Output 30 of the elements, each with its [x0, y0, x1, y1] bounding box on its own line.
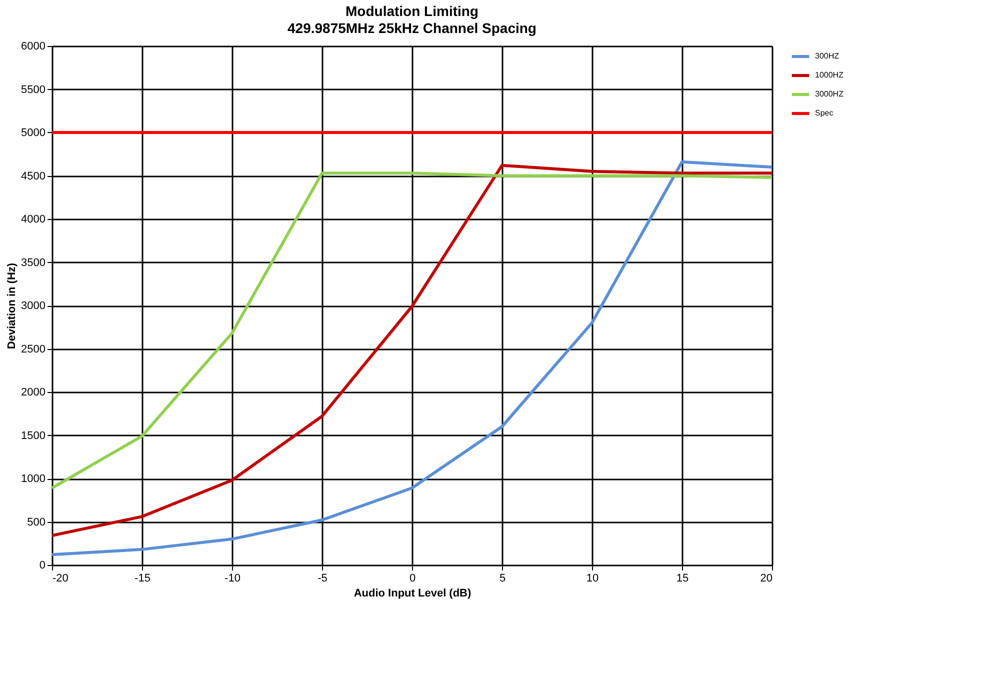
x-tick-label: -5 [318, 572, 328, 584]
y-tick-label: 0 [39, 560, 46, 572]
y-tick-label: 5000 [21, 127, 46, 139]
chart-subtitle: 429.9875MHz 25kHz Channel Spacing [288, 20, 536, 36]
legend-label: 1000HZ [815, 70, 844, 80]
y-tick-label: 500 [27, 516, 46, 528]
x-tick-label: 10 [586, 572, 599, 584]
x-tick-label: 0 [409, 572, 416, 584]
legend-label: 3000HZ [815, 90, 844, 98]
x-tick-label: 15 [676, 572, 689, 584]
x-tick-label: -10 [224, 572, 240, 584]
y-tick-label: 4500 [21, 170, 46, 182]
y-axis-title: Deviation in (Hz) [6, 262, 18, 350]
legend-label: 300HZ [815, 52, 840, 60]
y-tick-label: 1500 [21, 430, 46, 442]
x-tick-label: 20 [760, 572, 772, 584]
legend-label: Spec [815, 108, 834, 118]
x-tick-label: 5 [499, 572, 506, 584]
y-tick-label: 2500 [21, 343, 46, 356]
x-axis-title: Audio Input Level (dB) [354, 588, 472, 600]
x-tick-label: -20 [52, 572, 68, 584]
y-tick-label: 3500 [21, 256, 46, 269]
y-tick-label: 2000 [21, 386, 46, 398]
chart-title: Modulation Limiting [346, 3, 478, 19]
y-tick-label: 4000 [21, 214, 46, 226]
x-tick-label: -15 [134, 572, 150, 584]
y-tick-label: 3000 [21, 300, 46, 312]
y-tick-label: 1000 [21, 473, 46, 485]
y-tick-label: 6000 [21, 40, 46, 52]
y-tick-label: 5500 [21, 84, 46, 96]
